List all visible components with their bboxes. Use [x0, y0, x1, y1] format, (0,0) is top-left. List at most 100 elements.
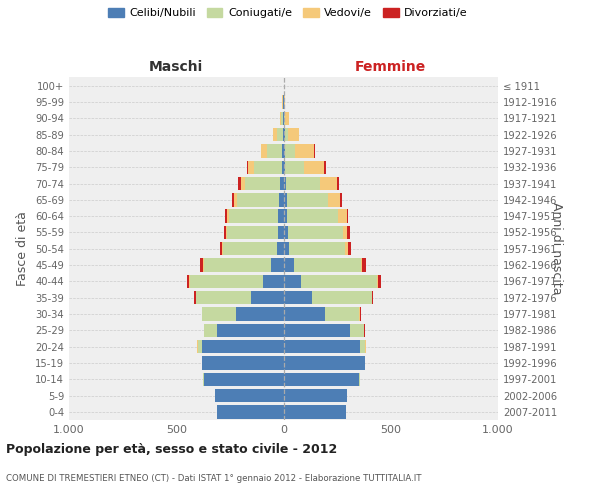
Bar	[285, 160, 304, 174]
Bar	[360, 340, 365, 353]
Bar	[284, 242, 289, 256]
Bar	[245, 177, 280, 190]
Bar	[279, 193, 284, 206]
Bar	[204, 372, 284, 386]
Bar	[260, 144, 268, 158]
Bar	[284, 144, 295, 158]
Bar	[304, 160, 324, 174]
Bar	[287, 210, 338, 223]
Bar	[284, 372, 359, 386]
Bar	[203, 258, 204, 272]
Bar	[227, 210, 229, 223]
Bar	[325, 308, 359, 320]
Bar	[283, 128, 284, 141]
Bar	[189, 274, 190, 288]
Bar	[284, 274, 301, 288]
Bar	[235, 193, 238, 206]
Bar	[203, 372, 204, 386]
Legend: Celibi/Nubili, Coniugati/e, Vedovi/e, Divorziati/e: Celibi/Nubili, Coniugati/e, Vedovi/e, Di…	[104, 3, 472, 22]
Bar	[227, 226, 278, 239]
Bar	[217, 405, 284, 418]
Bar	[284, 356, 365, 370]
Bar	[347, 210, 349, 223]
Bar	[347, 226, 350, 239]
Bar	[284, 177, 286, 190]
Bar	[238, 177, 241, 190]
Bar	[284, 96, 285, 108]
Bar	[204, 324, 217, 337]
Bar	[285, 112, 289, 125]
Bar	[217, 324, 284, 337]
Bar	[340, 193, 342, 206]
Bar	[350, 324, 364, 337]
Bar	[236, 308, 284, 320]
Bar	[247, 160, 248, 174]
Bar	[251, 291, 284, 304]
Bar	[238, 193, 279, 206]
Bar	[295, 144, 314, 158]
Bar	[226, 226, 227, 239]
Bar	[200, 258, 203, 272]
Bar	[278, 226, 284, 239]
Y-axis label: Fasce di età: Fasce di età	[16, 212, 29, 286]
Bar	[202, 356, 284, 370]
Bar	[284, 160, 285, 174]
Bar	[190, 274, 263, 288]
Bar	[284, 258, 294, 272]
Bar	[194, 291, 196, 304]
Bar	[284, 324, 350, 337]
Bar	[224, 226, 226, 239]
Bar	[287, 193, 328, 206]
Bar	[196, 291, 251, 304]
Bar	[197, 340, 198, 353]
Bar	[223, 242, 277, 256]
Bar	[284, 112, 285, 125]
Bar	[277, 242, 284, 256]
Bar	[204, 258, 271, 272]
Bar	[284, 193, 287, 206]
Bar	[288, 226, 343, 239]
Bar	[337, 177, 339, 190]
Bar	[284, 210, 287, 223]
Bar	[284, 128, 287, 141]
Bar	[241, 177, 245, 190]
Bar	[361, 258, 362, 272]
Bar	[284, 340, 360, 353]
Bar	[365, 340, 366, 353]
Bar	[343, 226, 347, 239]
Bar	[284, 308, 325, 320]
Y-axis label: Anni di nascita: Anni di nascita	[550, 202, 563, 295]
Bar	[320, 177, 337, 190]
Bar	[289, 242, 345, 256]
Bar	[282, 160, 284, 174]
Text: Maschi: Maschi	[149, 60, 203, 74]
Bar	[324, 160, 326, 174]
Bar	[314, 144, 315, 158]
Text: Popolazione per età, sesso e stato civile - 2012: Popolazione per età, sesso e stato civil…	[6, 442, 337, 456]
Bar	[280, 177, 284, 190]
Bar	[328, 193, 340, 206]
Bar	[338, 210, 347, 223]
Bar	[284, 389, 347, 402]
Bar	[362, 258, 365, 272]
Bar	[198, 340, 202, 353]
Bar	[202, 308, 236, 320]
Bar	[220, 242, 223, 256]
Bar	[284, 405, 346, 418]
Bar	[225, 210, 227, 223]
Bar	[278, 210, 284, 223]
Bar	[280, 112, 281, 125]
Bar	[359, 308, 360, 320]
Bar	[281, 112, 283, 125]
Bar	[284, 291, 312, 304]
Bar	[284, 226, 288, 239]
Bar	[187, 274, 189, 288]
Text: Femmine: Femmine	[355, 60, 427, 74]
Bar	[229, 210, 278, 223]
Bar	[345, 242, 348, 256]
Bar	[232, 193, 235, 206]
Bar	[268, 144, 283, 158]
Bar	[287, 128, 299, 141]
Bar	[202, 340, 284, 353]
Bar	[248, 160, 254, 174]
